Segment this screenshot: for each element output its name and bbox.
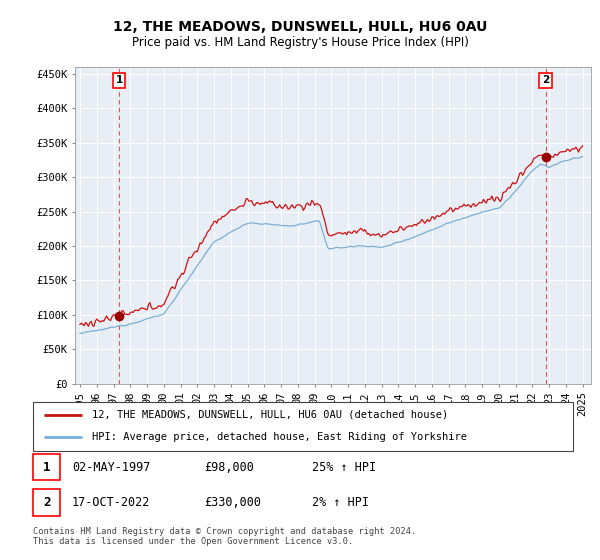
Text: HPI: Average price, detached house, East Riding of Yorkshire: HPI: Average price, detached house, East… bbox=[92, 432, 467, 442]
Text: 12, THE MEADOWS, DUNSWELL, HULL, HU6 0AU: 12, THE MEADOWS, DUNSWELL, HULL, HU6 0AU bbox=[113, 20, 487, 34]
Text: Contains HM Land Registry data © Crown copyright and database right 2024.
This d: Contains HM Land Registry data © Crown c… bbox=[33, 527, 416, 547]
Text: 1: 1 bbox=[115, 75, 122, 85]
Text: Price paid vs. HM Land Registry's House Price Index (HPI): Price paid vs. HM Land Registry's House … bbox=[131, 36, 469, 49]
Text: 12, THE MEADOWS, DUNSWELL, HULL, HU6 0AU (detached house): 12, THE MEADOWS, DUNSWELL, HULL, HU6 0AU… bbox=[92, 410, 449, 420]
Text: 1: 1 bbox=[43, 460, 50, 474]
Text: 2: 2 bbox=[542, 75, 549, 85]
Text: 02-MAY-1997: 02-MAY-1997 bbox=[72, 460, 151, 474]
Text: 2: 2 bbox=[43, 496, 50, 509]
Text: £330,000: £330,000 bbox=[204, 496, 261, 509]
Text: 25% ↑ HPI: 25% ↑ HPI bbox=[312, 460, 376, 474]
Text: £98,000: £98,000 bbox=[204, 460, 254, 474]
Text: 2% ↑ HPI: 2% ↑ HPI bbox=[312, 496, 369, 509]
Text: 17-OCT-2022: 17-OCT-2022 bbox=[72, 496, 151, 509]
